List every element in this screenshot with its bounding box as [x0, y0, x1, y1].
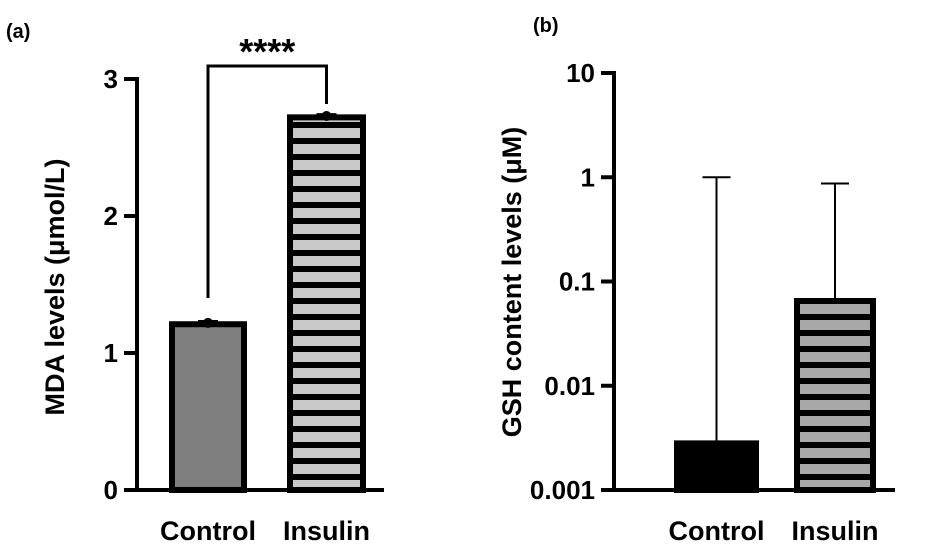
chartb-y-tick-label: 0.01: [544, 371, 595, 401]
panel-b: (b) 0.001 0.01 0.1 1 10 Control Insulin GSH con…: [497, 15, 895, 546]
charta-significance-label: ****: [239, 31, 295, 72]
panel-b-letter: (b): [533, 15, 559, 37]
charta-x-tick-label: Insulin: [283, 516, 370, 546]
charta-bar-insulin: [287, 114, 366, 494]
charta-point-control: [203, 317, 213, 328]
chartb-bar-insulin: [794, 298, 876, 493]
charta-bar-control: [169, 321, 247, 494]
chartb-y-tick-label: 1: [581, 162, 595, 192]
charta-y-tick-label: 2: [104, 201, 118, 231]
chartb-y-tick-label: 0.1: [559, 267, 595, 297]
charta-y-tick-label: 3: [104, 64, 118, 94]
panel-a-letter: (a): [6, 21, 30, 43]
panel-a: (a) 0 1 2 3 Control Insulin MDA levels (μmol/L…: [6, 21, 384, 546]
charta-x-tick-label: Control: [160, 516, 256, 546]
chartb-y-axis-title: GSH content levels (μM): [497, 127, 527, 438]
chartb-bar-control: [674, 440, 759, 494]
charta-point-insulin: [321, 110, 332, 121]
chartb-x-tick-label: Control: [669, 516, 765, 546]
charta-y-tick-label: 0: [104, 475, 118, 505]
chartb-x-tick-label: Insulin: [792, 516, 879, 546]
charta-y-axis-title: MDA levels (μmol/L): [40, 158, 70, 415]
charta-significance-bracket: [206, 64, 328, 298]
charta-y-tick-label: 1: [104, 338, 118, 368]
chartb-y-tick-label: 0.001: [530, 475, 595, 505]
chartb-y-tick-label: 10: [566, 58, 595, 88]
